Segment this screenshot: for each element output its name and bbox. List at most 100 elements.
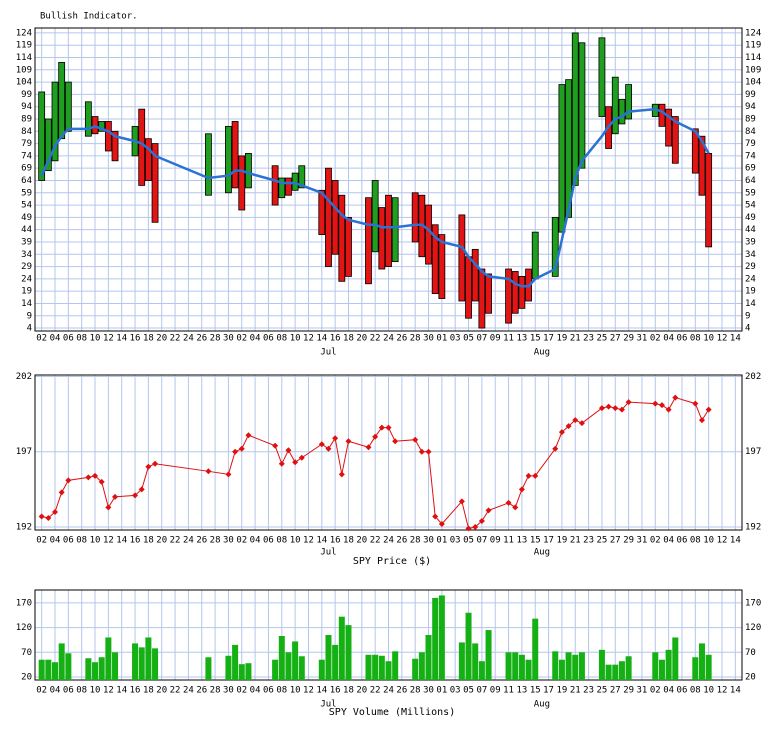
price-point: [45, 514, 52, 521]
volume-bar: [58, 643, 65, 680]
x-tick-label: 03: [450, 334, 461, 344]
x-tick-label: 06: [263, 536, 274, 546]
y-tick-label: 20: [21, 673, 32, 683]
x-tick-label: 20: [156, 686, 167, 696]
y-tick-label-right: 74: [745, 151, 756, 161]
price-point: [292, 459, 299, 466]
x-tick-label: 22: [370, 334, 381, 344]
x-tick-label: 19: [556, 334, 567, 344]
x-tick-label: 12: [103, 334, 114, 344]
y-tick-label-right: 14: [745, 299, 756, 309]
price-point: [565, 423, 572, 430]
y-tick-label-right: 9: [745, 311, 750, 321]
y-tick-label: 120: [16, 623, 32, 633]
x-tick-label: 21: [570, 334, 581, 344]
x-tick-label: 18: [143, 536, 154, 546]
x-tick-label: 09: [490, 686, 501, 696]
x-tick-label: 28: [410, 686, 421, 696]
x-tick-label: 01: [436, 536, 447, 546]
x-tick-label: 02: [650, 334, 661, 344]
x-tick-label: 13: [516, 686, 527, 696]
x-tick-label: 08: [690, 536, 701, 546]
price-point: [478, 517, 485, 524]
volume-bar: [652, 652, 659, 680]
price-point: [612, 405, 619, 412]
x-tick-label: 20: [156, 536, 167, 546]
x-tick-label: 12: [103, 536, 114, 546]
x-tick-label: 08: [690, 334, 701, 344]
indicator-bar: [238, 155, 246, 211]
x-tick-label: 10: [90, 686, 101, 696]
x-tick-label: 08: [76, 334, 87, 344]
x-tick-label: 28: [410, 536, 421, 546]
y-tick-label: 109: [16, 65, 32, 75]
month-label: Jul: [320, 348, 336, 358]
y-tick-label-right: 202: [745, 372, 761, 382]
x-tick-label: 11: [503, 536, 514, 546]
x-tick-label: 07: [476, 686, 487, 696]
x-tick-label: 26: [396, 334, 407, 344]
x-tick-label: 06: [263, 334, 274, 344]
x-tick-label: 30: [423, 536, 434, 546]
price-point: [705, 406, 712, 413]
x-tick-label: 12: [303, 686, 314, 696]
y-tick-label-right: 29: [745, 262, 756, 272]
volume-bar: [438, 595, 445, 680]
y-tick-label: 79: [21, 139, 32, 149]
y-tick-label: 74: [21, 151, 32, 161]
volume-bar: [105, 637, 112, 680]
volume-bar: [578, 652, 585, 680]
x-tick-label: 11: [503, 686, 514, 696]
x-tick-label: 26: [396, 686, 407, 696]
volume-bar: [525, 659, 532, 680]
volume-bar: [45, 659, 52, 680]
price-point: [438, 520, 445, 527]
price-point: [465, 525, 472, 532]
x-tick-label: 31: [637, 536, 648, 546]
indicator-bar: [551, 216, 559, 277]
x-tick-label: 29: [623, 536, 634, 546]
volume-bar: [432, 597, 439, 680]
price-point: [672, 394, 679, 401]
price-point: [92, 472, 99, 479]
volume-bar: [472, 643, 479, 680]
volume-bar: [92, 662, 99, 680]
y-tick-label: 14: [21, 299, 32, 309]
price-point: [598, 405, 605, 412]
indicator-bar: [338, 194, 346, 282]
volume-bar: [572, 654, 579, 680]
plot-border: [34, 374, 743, 531]
x-tick-label: 17: [543, 686, 554, 696]
y-tick-label: 99: [21, 90, 32, 100]
x-tick-label: 08: [276, 686, 287, 696]
x-tick-label: 22: [370, 686, 381, 696]
y-tick-label-right: 120: [745, 623, 761, 633]
indicator-bar: [365, 197, 372, 285]
price-point: [85, 474, 92, 481]
price-point: [458, 498, 465, 505]
x-tick-label: 12: [717, 536, 728, 546]
price-point: [472, 523, 479, 530]
price-point: [698, 417, 705, 424]
x-tick-label: 20: [356, 686, 367, 696]
price-point: [205, 468, 212, 475]
y-tick-label: 24: [21, 274, 32, 284]
y-tick-label-right: 84: [745, 127, 756, 137]
price-point: [38, 513, 45, 520]
volume-bar: [552, 651, 559, 680]
x-tick-label: 21: [570, 536, 581, 546]
x-tick-label: 29: [623, 686, 634, 696]
price-point: [385, 424, 392, 431]
x-tick-label: 24: [183, 334, 194, 344]
x-tick-label: 14: [730, 536, 741, 546]
price-point: [658, 402, 665, 409]
indicator-bar: [44, 118, 52, 172]
x-tick-label: 12: [303, 536, 314, 546]
indicator-bar: [691, 128, 699, 174]
x-tick-label: 18: [143, 334, 154, 344]
volume-bar: [52, 662, 59, 680]
volume-bar: [672, 637, 679, 680]
x-tick-label: 12: [717, 334, 728, 344]
volume-bar: [605, 664, 612, 680]
